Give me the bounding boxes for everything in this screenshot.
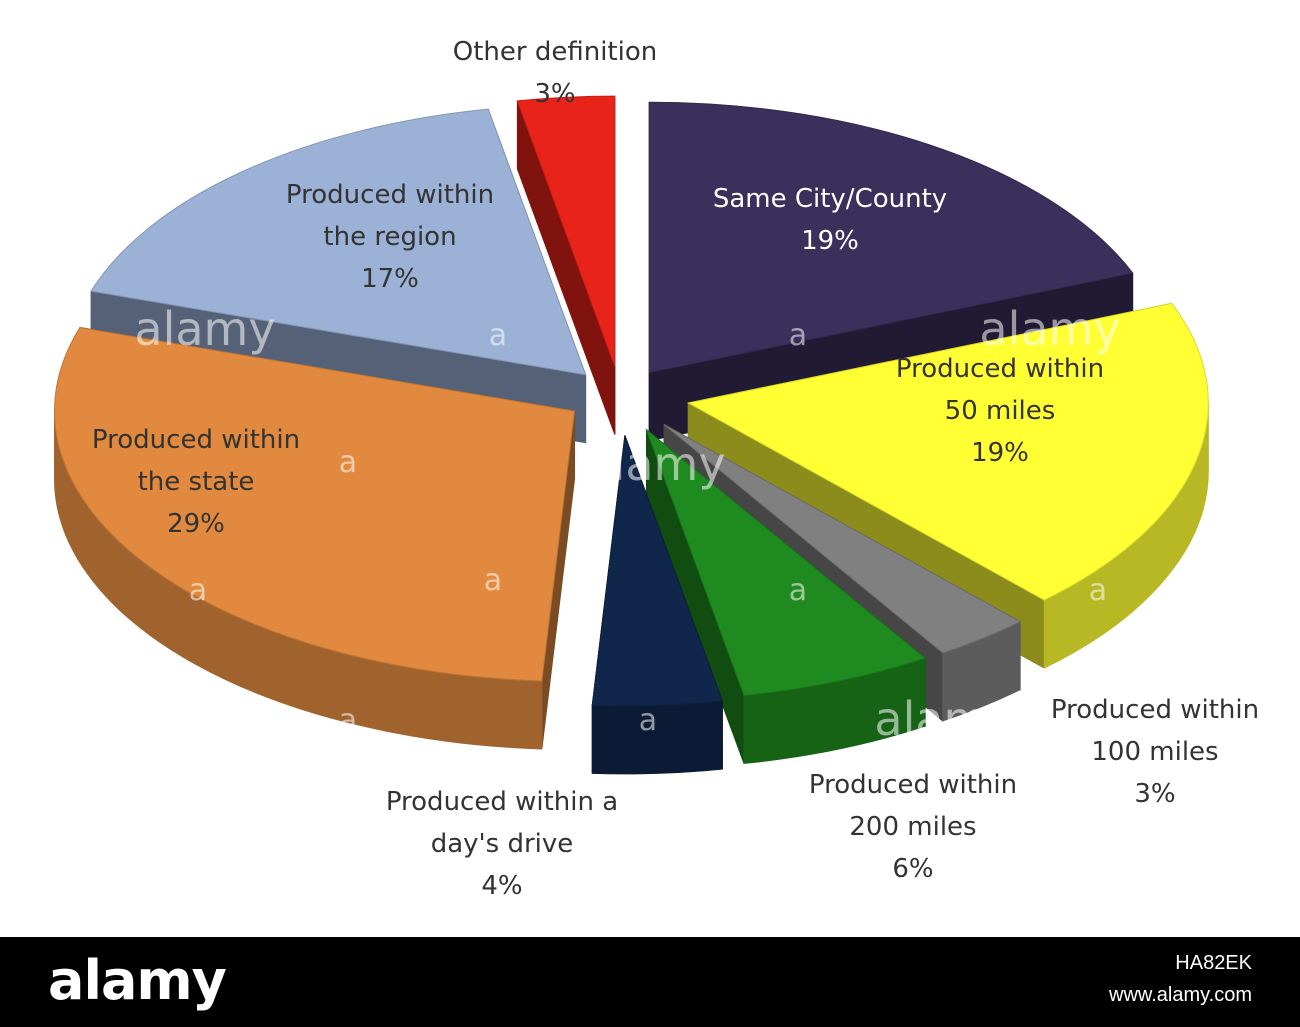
image-id: HA82EK: [1175, 952, 1252, 974]
slice-label-4-2: 4%: [481, 871, 522, 901]
slice-top-4: [591, 435, 724, 707]
slice-label-3-0: Produced within: [809, 770, 1017, 800]
slice-label-7-0: Other definition: [453, 37, 657, 67]
slice-label-5-1: the state: [138, 467, 255, 497]
slice-top-3: [645, 428, 927, 696]
slice-label-0-0: Same City/County: [713, 184, 947, 214]
watermark-mark-3: a: [339, 445, 357, 480]
slice-label-2-2: 3%: [1134, 779, 1175, 809]
watermark-mark-6: a: [789, 573, 807, 608]
slice-4: [591, 435, 724, 775]
slice-label-1-2: 19%: [971, 438, 1029, 468]
slice-label-1-0: Produced within: [896, 354, 1104, 384]
slice-top-5: [54, 326, 576, 682]
slice-top-6: [90, 108, 587, 376]
slice-label-1-1: 50 miles: [945, 396, 1056, 426]
slice-label-4-1: day's drive: [431, 829, 574, 859]
chart-panel: Same City/County 19% Produced within 50 mil…: [36, 37, 1260, 901]
watermark-mark-2: a: [36, 445, 54, 480]
slice-label-6-0: Produced within: [286, 180, 494, 210]
watermark-tile-1: alamy: [979, 302, 1120, 356]
slice-label-7-1: 3%: [534, 79, 575, 109]
watermark-mark-7: a: [1089, 573, 1107, 608]
slice-label-4-0: Produced within a: [386, 787, 618, 817]
slice-label-3-2: 6%: [892, 854, 933, 884]
slice-label-0-1: 19%: [801, 226, 859, 256]
slice-label-6-2: 17%: [361, 264, 419, 294]
slice-label-6-1: the region: [323, 222, 456, 252]
watermark-mark-0: a: [489, 318, 507, 353]
slice-label-5-0: Produced within: [92, 425, 300, 455]
watermark-tile-0: alamy: [134, 302, 275, 356]
watermark-mark-1: a: [789, 318, 807, 353]
slice-top-1: [686, 302, 1209, 601]
pie-chart: Same City/County 19% Produced within 50 mil…: [36, 37, 1260, 901]
stock-url: www.alamy.com: [1109, 984, 1252, 1006]
watermark-tile-3: alamy: [874, 692, 1015, 746]
watermark-mark-8: a: [339, 703, 357, 738]
slice-top-0: [648, 101, 1134, 374]
slice-5: [54, 326, 576, 750]
slice-label-2-0: Produced within: [1051, 695, 1259, 725]
slice-rim-4: [591, 700, 723, 775]
slice-top-2: [663, 424, 1022, 654]
watermark-mark-5: a: [484, 563, 502, 598]
slice-label-5-2: 29%: [167, 509, 225, 539]
slice-label-2-1: 100 miles: [1091, 737, 1218, 767]
stock-logo: alamy: [48, 949, 227, 1012]
slice-top-7: [516, 95, 616, 367]
watermark-mark-4: a: [189, 573, 207, 608]
slice-7: [516, 95, 616, 435]
slice-label-3-1: 200 miles: [849, 812, 976, 842]
watermark-mark-9: a: [639, 703, 657, 738]
watermark-tile-2: alamy: [584, 437, 725, 491]
slice-3: [645, 428, 927, 764]
watermark-footer: [0, 937, 1300, 1027]
